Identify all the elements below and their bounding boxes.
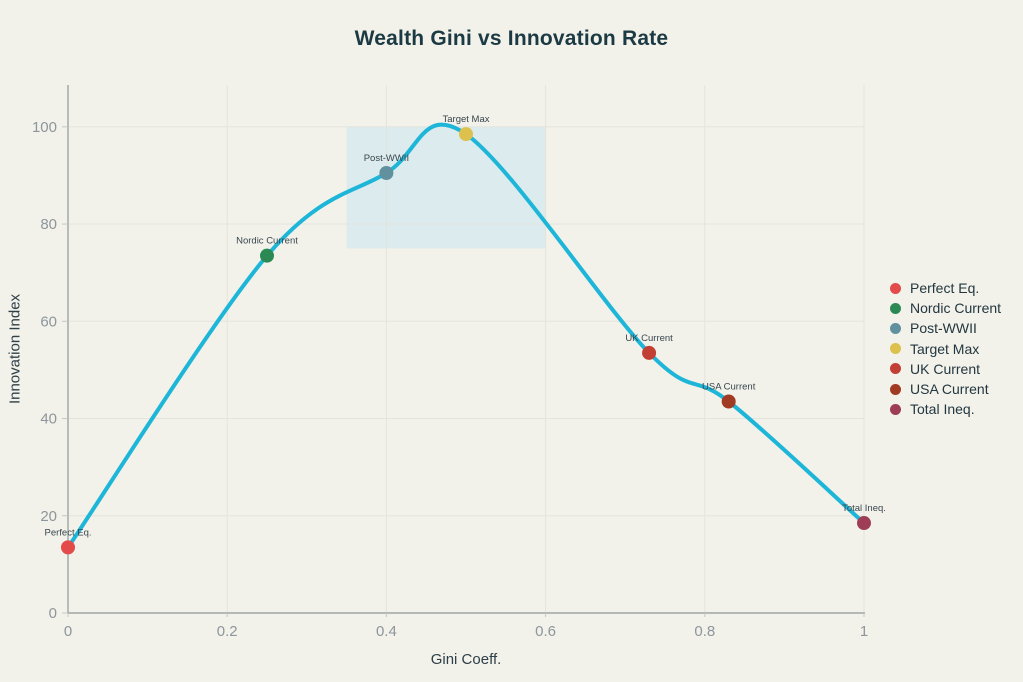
legend-swatch-target-max [890,343,901,355]
data-point-usa-current[interactable] [721,394,736,409]
data-point-label-nordic-current: Nordic Current [236,236,298,247]
x-tick-label-1: 1 [860,623,868,640]
legend-item-nordic-current[interactable]: Nordic Current [890,298,1001,318]
x-tick-label-0.8: 0.8 [694,623,715,640]
legend-swatch-nordic-current [890,302,901,314]
y-tick-label-100: 100 [32,119,57,136]
chart-title: Wealth Gini vs Innovation Rate [354,27,669,50]
legend-item-total-ineq[interactable]: Total Ineq. [890,399,1001,419]
legend-item-label: Perfect Eq. [910,280,980,297]
y-tick-label-0: 0 [49,605,57,622]
y-axis-title: Innovation Index [6,293,24,405]
legend-item-perfect-eq[interactable]: Perfect Eq. [890,278,1001,298]
legend-item-label: UK Current [910,360,981,377]
data-point-label-usa-current: USA Current [702,382,756,393]
x-tick-label-0.4: 0.4 [376,623,397,640]
data-point-perfect-eq[interactable] [61,540,75,555]
legend-swatch-perfect-eq [890,282,901,294]
legend-item-label: Nordic Current [910,300,1002,317]
legend-swatch-total-ineq [890,403,901,415]
legend-item-post-wwii[interactable]: Post-WWII [890,318,1001,338]
legend-item-label: Target Max [910,340,980,357]
data-point-label-uk-current: UK Current [625,333,673,344]
data-point-label-perfect-eq: Perfect Eq. [45,527,92,538]
legend-item-label: USA Current [910,381,989,398]
legend-swatch-uk-current [890,363,901,375]
x-tick-label-0: 0 [64,623,72,640]
y-tick-label-80: 80 [40,216,57,233]
highlight-region [346,126,546,249]
x-tick-label-0.2: 0.2 [217,623,238,640]
data-point-label-total-ineq: Total Ineq. [842,503,886,514]
legend-item-usa-current[interactable]: USA Current [890,379,1001,399]
legend-swatch-post-wwii [890,322,901,334]
y-tick-label-40: 40 [40,411,57,428]
legend-item-label: Post-WWII [910,320,977,337]
legend-swatch-usa-current [890,383,901,395]
data-point-total-ineq[interactable] [857,516,871,531]
legend-item-label: Total Ineq. [910,401,975,418]
x-tick-label-0.6: 0.6 [535,623,556,640]
y-tick-label-60: 60 [40,313,57,330]
data-point-nordic-current[interactable] [260,248,274,263]
data-point-label-target-max: Target Max [443,114,490,125]
data-point-target-max[interactable] [459,127,473,142]
legend-item-target-max[interactable]: Target Max [890,339,1001,359]
data-point-uk-current[interactable] [642,345,657,360]
data-point-label-post-wwii: Post-WWII [364,153,409,164]
y-tick-label-20: 20 [40,508,57,525]
legend-item-uk-current[interactable]: UK Current [890,359,1001,379]
legend: Perfect Eq. Nordic Current Post-WWII Target… [890,278,1001,419]
data-point-post-wwii[interactable] [379,166,394,180]
x-axis-title: Gini Coeff. [430,651,502,668]
